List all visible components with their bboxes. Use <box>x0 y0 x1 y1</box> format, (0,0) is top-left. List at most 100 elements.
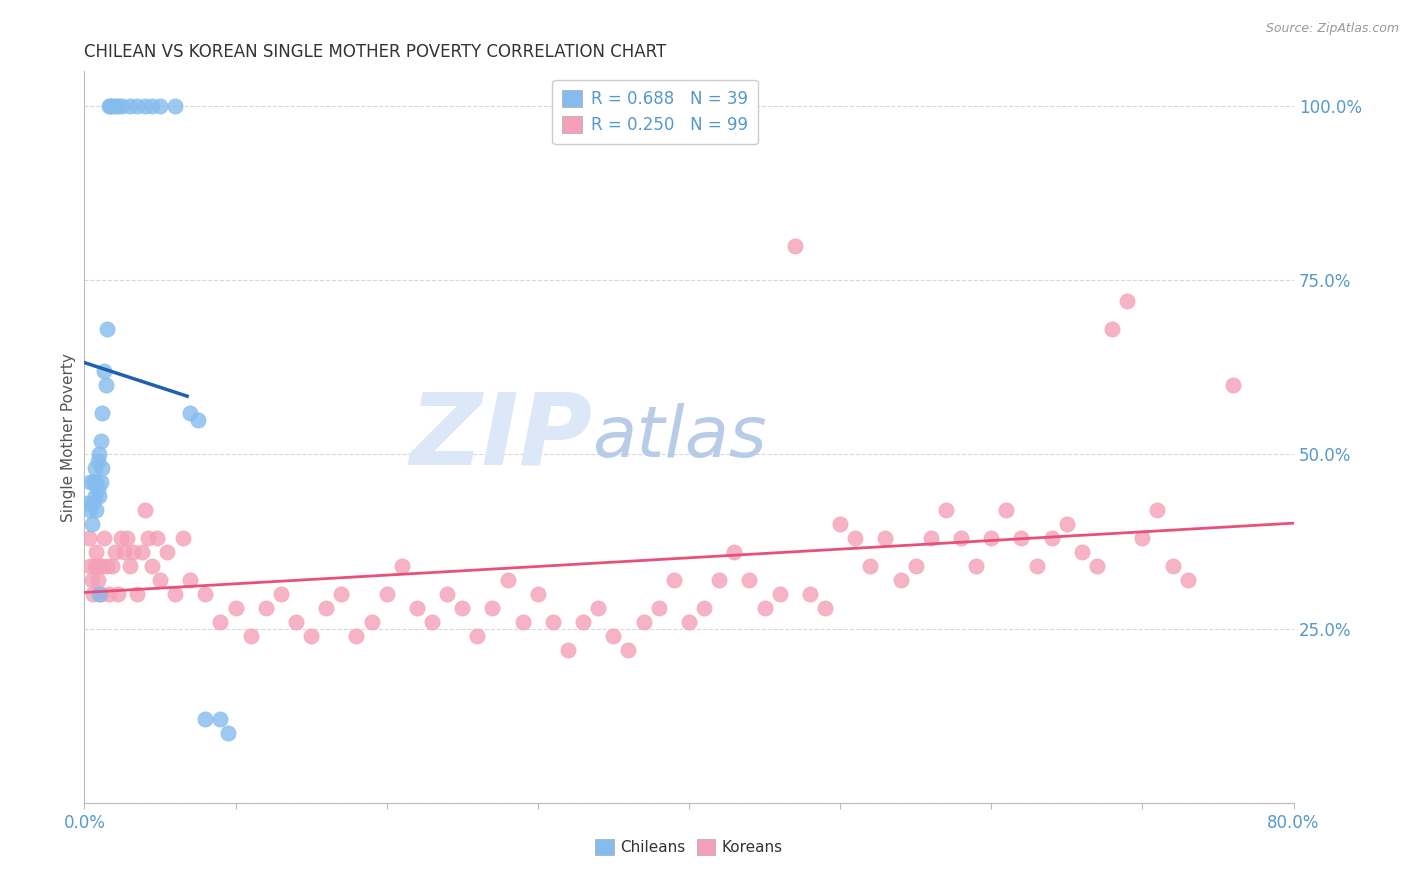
Point <box>1101 322 1123 336</box>
Point <box>693 600 716 615</box>
Point <box>93 364 115 378</box>
Point <box>87 573 110 587</box>
Point <box>512 615 534 629</box>
Point <box>104 545 127 559</box>
Point <box>156 545 179 559</box>
Point <box>617 642 640 657</box>
Point <box>481 600 503 615</box>
Point <box>104 99 127 113</box>
Point <box>76 496 98 510</box>
Point <box>118 99 141 113</box>
Point <box>496 573 519 587</box>
Point <box>79 558 101 573</box>
Point <box>662 573 685 587</box>
Point <box>82 475 104 490</box>
Point <box>920 531 942 545</box>
Point <box>602 629 624 643</box>
Point <box>950 531 973 545</box>
Point <box>830 517 852 532</box>
Point <box>136 531 159 545</box>
Point <box>84 489 107 503</box>
Point <box>91 461 114 475</box>
Point <box>86 503 108 517</box>
Point <box>1011 531 1033 545</box>
Point <box>1146 503 1168 517</box>
Point <box>165 99 187 113</box>
Point <box>149 573 172 587</box>
Point <box>82 587 104 601</box>
Point <box>112 545 135 559</box>
Point <box>89 587 111 601</box>
Point <box>179 406 201 420</box>
Point <box>86 545 108 559</box>
Point <box>89 489 111 503</box>
Point <box>84 461 107 475</box>
Point <box>93 531 115 545</box>
Point <box>86 475 108 490</box>
Point <box>572 615 595 629</box>
Point <box>79 503 101 517</box>
Point <box>110 531 132 545</box>
Point <box>179 573 201 587</box>
Point <box>111 99 134 113</box>
Point <box>121 545 143 559</box>
Point <box>1222 377 1244 392</box>
Point <box>769 587 792 601</box>
Point <box>1085 558 1108 573</box>
Point <box>723 545 745 559</box>
Point <box>678 615 700 629</box>
Point <box>87 454 110 468</box>
Point <box>209 615 232 629</box>
Point <box>91 558 114 573</box>
Point <box>648 600 671 615</box>
Point <box>541 615 564 629</box>
Text: ZIP: ZIP <box>409 389 592 485</box>
Point <box>84 558 107 573</box>
Point <box>875 531 897 545</box>
Point <box>90 475 112 490</box>
Point <box>172 531 194 545</box>
Point <box>134 503 156 517</box>
Point <box>1116 294 1139 309</box>
Point <box>799 587 821 601</box>
Point <box>375 587 398 601</box>
Point <box>96 322 118 336</box>
Point <box>299 629 322 643</box>
Point <box>118 558 141 573</box>
Point <box>146 531 169 545</box>
Legend: Chileans, Koreans: Chileans, Koreans <box>589 833 789 861</box>
Point <box>94 377 117 392</box>
Point <box>360 615 382 629</box>
Point <box>1161 558 1184 573</box>
Point <box>239 629 262 643</box>
Point <box>965 558 987 573</box>
Point <box>330 587 353 601</box>
Point <box>557 642 579 657</box>
Point <box>1025 558 1047 573</box>
Point <box>98 99 121 113</box>
Point <box>1071 545 1094 559</box>
Point <box>165 587 187 601</box>
Point <box>285 615 308 629</box>
Point <box>80 573 103 587</box>
Point <box>935 503 957 517</box>
Point <box>1130 531 1153 545</box>
Point <box>141 558 163 573</box>
Point <box>859 558 882 573</box>
Point <box>783 238 806 252</box>
Point <box>225 600 247 615</box>
Point <box>82 496 104 510</box>
Point <box>738 573 761 587</box>
Point <box>391 558 413 573</box>
Point <box>194 587 217 601</box>
Point <box>814 600 837 615</box>
Point <box>527 587 550 601</box>
Text: Source: ZipAtlas.com: Source: ZipAtlas.com <box>1265 22 1399 36</box>
Point <box>127 587 149 601</box>
Point <box>406 600 429 615</box>
Point <box>100 558 122 573</box>
Point <box>890 573 912 587</box>
Point <box>436 587 458 601</box>
Point <box>80 517 103 532</box>
Point <box>187 412 209 426</box>
